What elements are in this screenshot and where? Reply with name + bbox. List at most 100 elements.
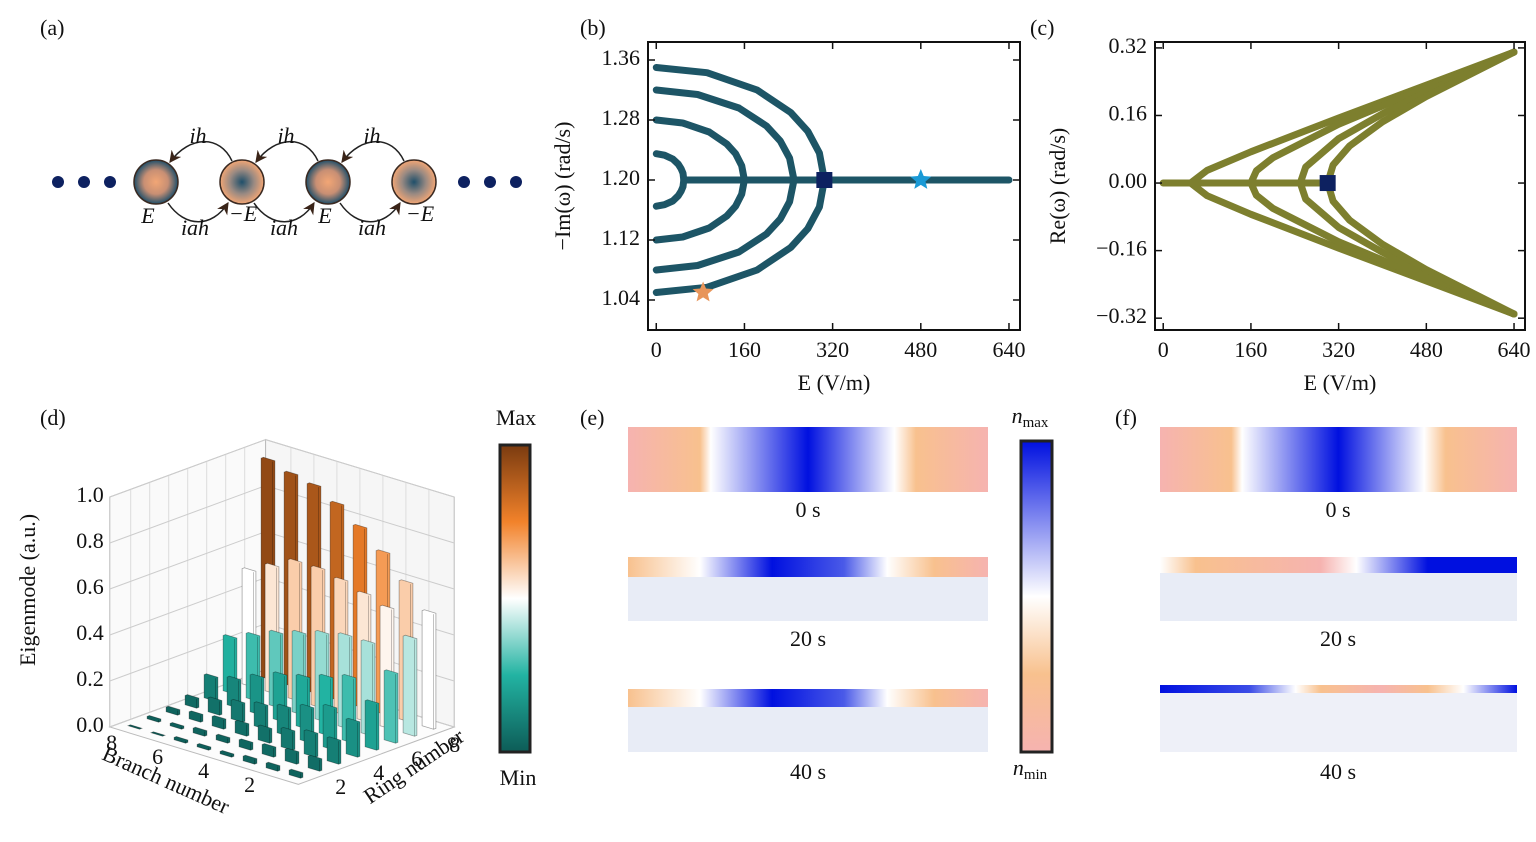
ring-site [391,159,437,205]
z-tick-label: 0.4 [76,620,104,645]
z-tick-label: 0.8 [76,528,104,553]
colorbar-min: nmin [1013,755,1048,783]
time-label: 20 s [1320,626,1356,651]
dot [52,176,64,188]
dot [510,176,522,188]
z-tick-label: 1.0 [76,482,104,507]
panel-label: (f) [1115,405,1137,430]
bar [261,743,277,758]
bar [238,738,254,751]
dot [458,176,470,188]
colorbar [498,443,532,754]
y-axis-title: Re(ω) (rad/s) [1045,128,1070,245]
coupling-arrow [253,201,315,223]
time-label: 0 s [1325,497,1350,522]
coupling-label: ih [277,123,294,148]
panel-label: (a) [40,15,64,40]
coupling-arrow [339,201,401,223]
time-label: 40 s [1320,759,1356,784]
bar [219,750,235,758]
y-tick-label: 4 [373,760,384,785]
symbol: n [1012,403,1023,428]
x-tick-label: 320 [816,337,849,362]
y-tick-label: 6 [411,746,422,771]
snapshot-front [1160,685,1517,693]
dot [78,176,90,188]
bar [345,717,361,758]
bar [284,747,300,765]
colorbar [1019,439,1054,754]
bar [215,733,231,744]
bar [242,754,258,765]
x-tick-label: 6 [152,744,163,769]
panel-label: (c) [1030,15,1054,40]
bar [364,699,380,751]
snapshot [1160,427,1517,492]
z-tick-label: 0.0 [76,712,104,737]
bar [207,696,223,716]
symbol: n [1013,755,1024,780]
x-tick-label: 320 [1322,337,1355,362]
z-tick-label: 0.6 [76,574,104,599]
x-axis-title: E (V/m) [1304,370,1377,395]
panel-label: (b) [580,15,606,40]
marker-star [910,169,932,189]
bar [265,761,281,772]
panel-label: (d) [40,405,66,430]
marker-square [1319,175,1336,192]
x-tick-label: 480 [904,337,937,362]
x-tick-label: 2 [244,772,255,797]
bar [288,768,304,779]
x-tick-label: 4 [198,758,209,783]
x-tick-label: 8 [106,730,117,755]
coupling-arrow [169,140,233,163]
snapshot-front [628,557,988,577]
snapshot [628,427,988,492]
colorbar-max: nmax [1012,403,1049,431]
bar [257,724,273,744]
dot [484,176,496,188]
coupling-label: ih [189,123,206,148]
bar [402,634,418,737]
snapshot [1160,685,1517,752]
y-tick-label: 0.16 [1109,101,1148,126]
y-tick-label: 1.12 [602,225,641,250]
bar [173,736,189,744]
x-tick-label: 0 [651,337,662,362]
energy-label: E [140,203,155,228]
dot [104,176,116,188]
time-label: 40 s [790,759,826,784]
coupling-arrow [167,201,229,223]
bar [192,726,208,737]
x-tick-label: 160 [728,337,761,362]
marker-square [816,172,833,188]
x-tick-label: 0 [1158,337,1169,362]
coupling-arrow [255,140,319,163]
chain-dots [52,176,522,188]
ring-site [219,159,265,205]
y-tick-label: 0.00 [1109,168,1148,193]
y-tick-label: 1.36 [602,45,641,70]
grid-line [109,439,455,498]
energy-label: −E [229,201,258,226]
y-tick-label: 1.28 [602,105,641,130]
ring-site [133,159,179,205]
bar [126,724,144,730]
snapshot-front [1160,557,1517,573]
y-tick-label: 2 [335,774,346,799]
energy-label: E [317,203,332,228]
bar [169,722,185,730]
coupling-label: iah [358,215,386,240]
bar [421,609,437,730]
panel-label: (e) [580,405,604,430]
bar [165,705,181,716]
bar [307,754,323,772]
x-tick-label: 480 [1410,337,1443,362]
y-tick-label: −0.16 [1096,236,1147,261]
bar [383,669,399,744]
ring-site [305,159,351,205]
coupling-label: ih [363,123,380,148]
bar [196,743,212,751]
y-tick-label: −0.32 [1096,303,1147,328]
